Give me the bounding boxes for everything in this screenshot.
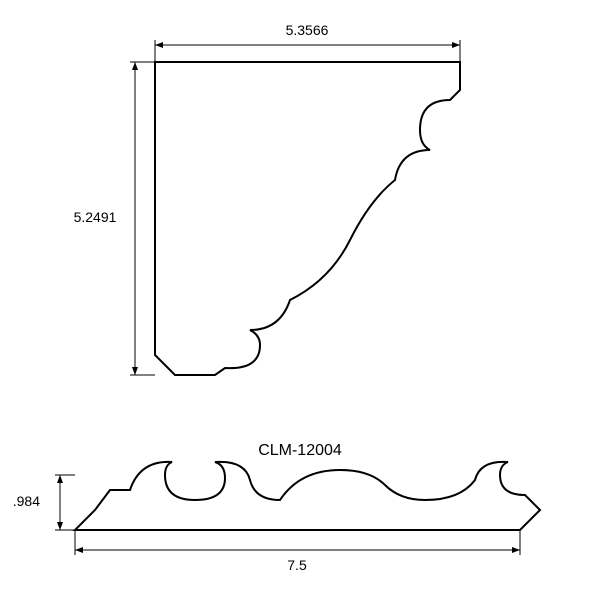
upper-profile-outline	[155, 62, 460, 375]
part-number: CLM-12004	[258, 442, 342, 459]
upper-profile-group: 5.3566 5.2491	[74, 22, 460, 375]
top-width-value: 5.3566	[286, 22, 329, 38]
side-height-value: 5.2491	[74, 209, 117, 225]
bottom-width-value: 7.5	[287, 557, 307, 573]
arrow-down-left	[132, 367, 138, 375]
arrow-up-lower	[57, 475, 63, 483]
arrow-left-top	[155, 42, 163, 48]
arrow-right-top	[452, 42, 460, 48]
bottom-height-value: .984	[13, 493, 40, 509]
arrow-left-bottom	[75, 547, 83, 553]
lower-profile-outline	[75, 462, 540, 530]
technical-drawing: 5.3566 5.2491 CLM-12004 .984 7.5	[0, 0, 600, 600]
lower-profile-group: .984 7.5	[13, 462, 540, 573]
arrow-up-left	[132, 62, 138, 70]
arrow-right-bottom	[512, 547, 520, 553]
arrow-down-lower	[57, 522, 63, 530]
